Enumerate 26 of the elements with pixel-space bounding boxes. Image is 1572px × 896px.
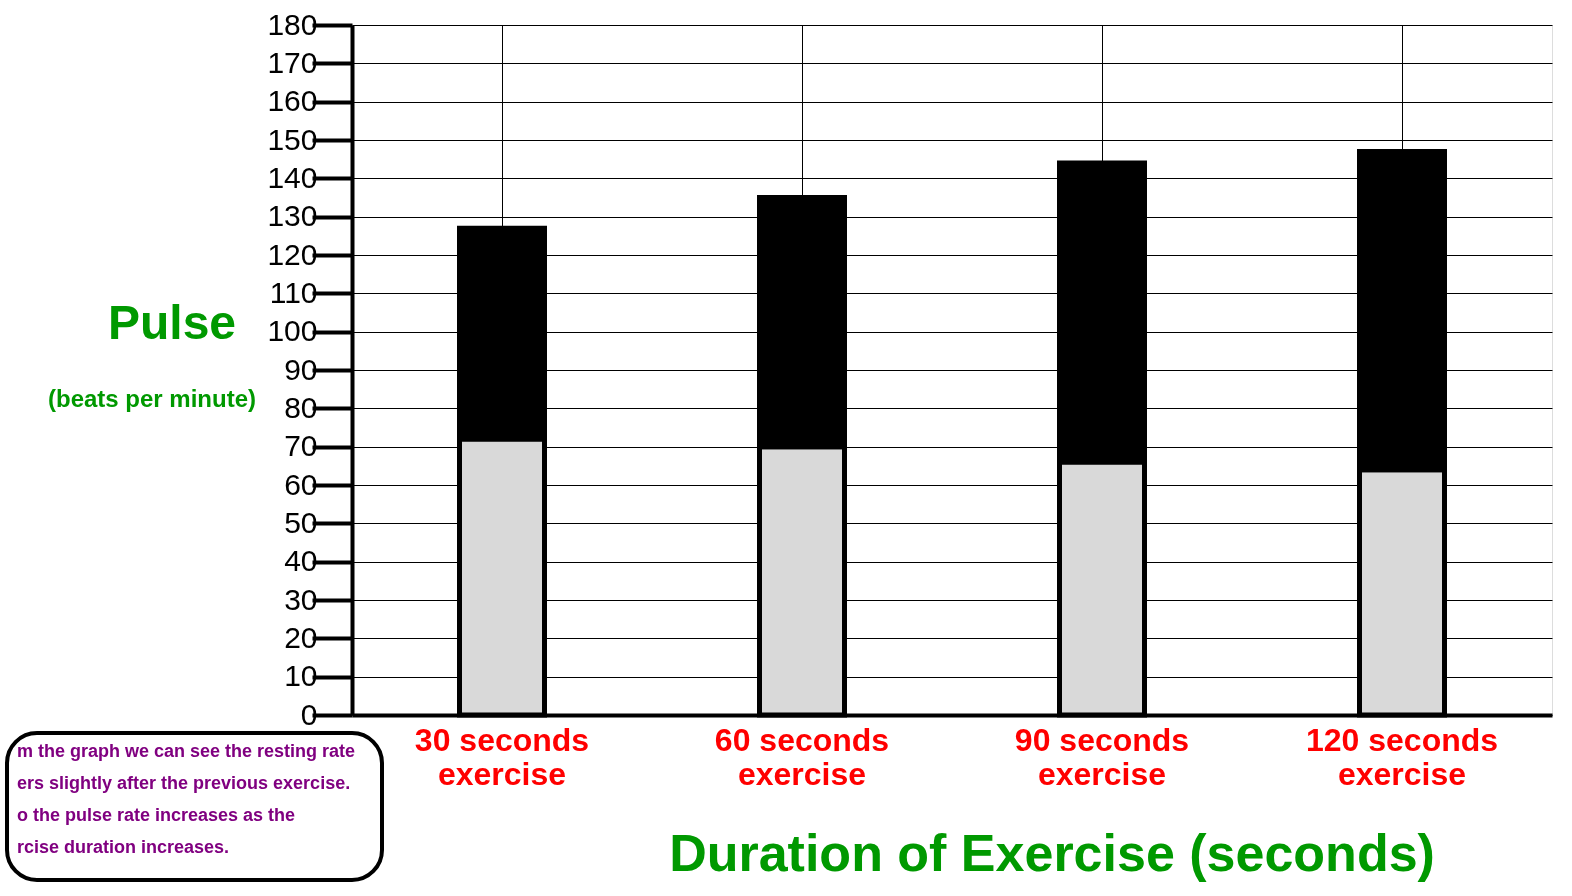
text: (beats per minute) [47, 385, 257, 412]
y-tick-label: 10 [284, 659, 318, 693]
y-tick-label: 180 [267, 7, 318, 41]
y-tick-label: 80 [284, 390, 318, 424]
x-tick-label: 60 seconds exercise [714, 721, 890, 792]
y-tick-label: 150 [267, 122, 318, 156]
y-tick-label: 170 [267, 45, 318, 79]
y-tick-label: 140 [267, 160, 318, 194]
y-tick-label: 50 [284, 505, 318, 539]
y-axis-title: Pulse [107, 296, 237, 349]
y-tick-label: 30 [284, 582, 318, 616]
x-tick-label: 90 seconds exercise [1014, 721, 1190, 792]
y-tick-label: 20 [284, 620, 318, 654]
y-tick-label: 90 [284, 352, 318, 386]
y-tick-label: 70 [284, 429, 318, 463]
y-tick-label: 60 [284, 467, 318, 501]
text: m the graph we can see the resting rate ers slightly after the previous exercise. o the pulse rate increases as the rcise duration increases. [17, 741, 356, 857]
x-axis-title: Duration of Exercise (seconds) [669, 824, 1435, 882]
x-tick-label: 30 seconds exercise [414, 721, 590, 792]
x-tick-label: 120 seconds exercise [1305, 721, 1499, 792]
y-tick-label: 160 [267, 84, 318, 118]
y-tick-label: 100 [267, 314, 318, 348]
y-tick-label: 110 [269, 275, 318, 309]
y-tick-label: 40 [284, 544, 318, 578]
y-tick-label: 130 [267, 199, 318, 233]
y-tick-label: 120 [267, 237, 318, 271]
